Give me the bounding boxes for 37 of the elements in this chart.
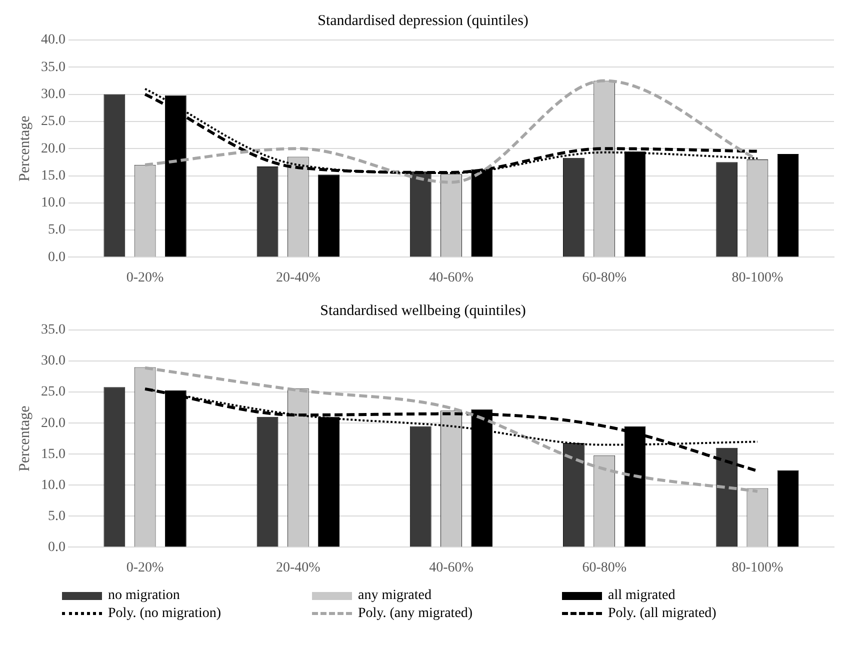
- x-tick-label: 40-60%: [429, 560, 474, 576]
- y-axis-title: Percentage: [16, 115, 33, 182]
- legend-label: Poly. (no migration): [108, 606, 222, 621]
- y-tick-label: 10.0: [41, 196, 66, 211]
- y-tick-label: 15.0: [41, 446, 66, 462]
- y-axis-title: Percentage: [16, 405, 33, 472]
- chart-title: Standardised wellbeing (quintiles): [320, 302, 526, 319]
- legend-label: any migrated: [358, 588, 432, 603]
- legend-label: all migrated: [608, 588, 676, 603]
- chart-title: Standardised depression (quintiles): [318, 12, 528, 29]
- y-tick-label: 30.0: [41, 354, 66, 369]
- legend-label: Poly. (all migrated): [608, 606, 716, 621]
- x-tick-label: 20-40%: [276, 560, 321, 576]
- y-tick-label: 0.0: [48, 540, 66, 555]
- y-tick-label: 25.0: [41, 114, 66, 130]
- y-tick-label: 15.0: [41, 168, 66, 184]
- x-tick-label: 80-100%: [732, 560, 784, 576]
- x-tick-label: 20-40%: [276, 270, 321, 286]
- y-tick-label: 20.0: [41, 416, 66, 431]
- y-tick-label: 5.0: [48, 508, 66, 524]
- y-tick-label: 25.0: [41, 384, 66, 400]
- y-tick-label: 20.0: [41, 141, 66, 156]
- x-tick-label: 60-80%: [582, 270, 627, 286]
- y-tick-label: 30.0: [41, 86, 66, 102]
- legend-label: no migration: [108, 588, 180, 603]
- y-tick-label: 35.0: [41, 60, 66, 75]
- y-tick-label: 40.0: [41, 32, 66, 48]
- legend-label: Poly. (any migrated): [358, 606, 473, 621]
- x-tick-label: 60-80%: [582, 560, 627, 576]
- y-tick-label: 5.0: [48, 222, 66, 238]
- y-tick-label: 10.0: [41, 478, 66, 493]
- x-tick-label: 0-20%: [126, 270, 164, 286]
- x-tick-label: 80-100%: [732, 270, 784, 286]
- x-tick-label: 0-20%: [126, 560, 164, 576]
- y-tick-label: 0.0: [48, 250, 66, 265]
- y-tick-label: 35.0: [41, 322, 66, 338]
- x-tick-label: 40-60%: [429, 270, 474, 286]
